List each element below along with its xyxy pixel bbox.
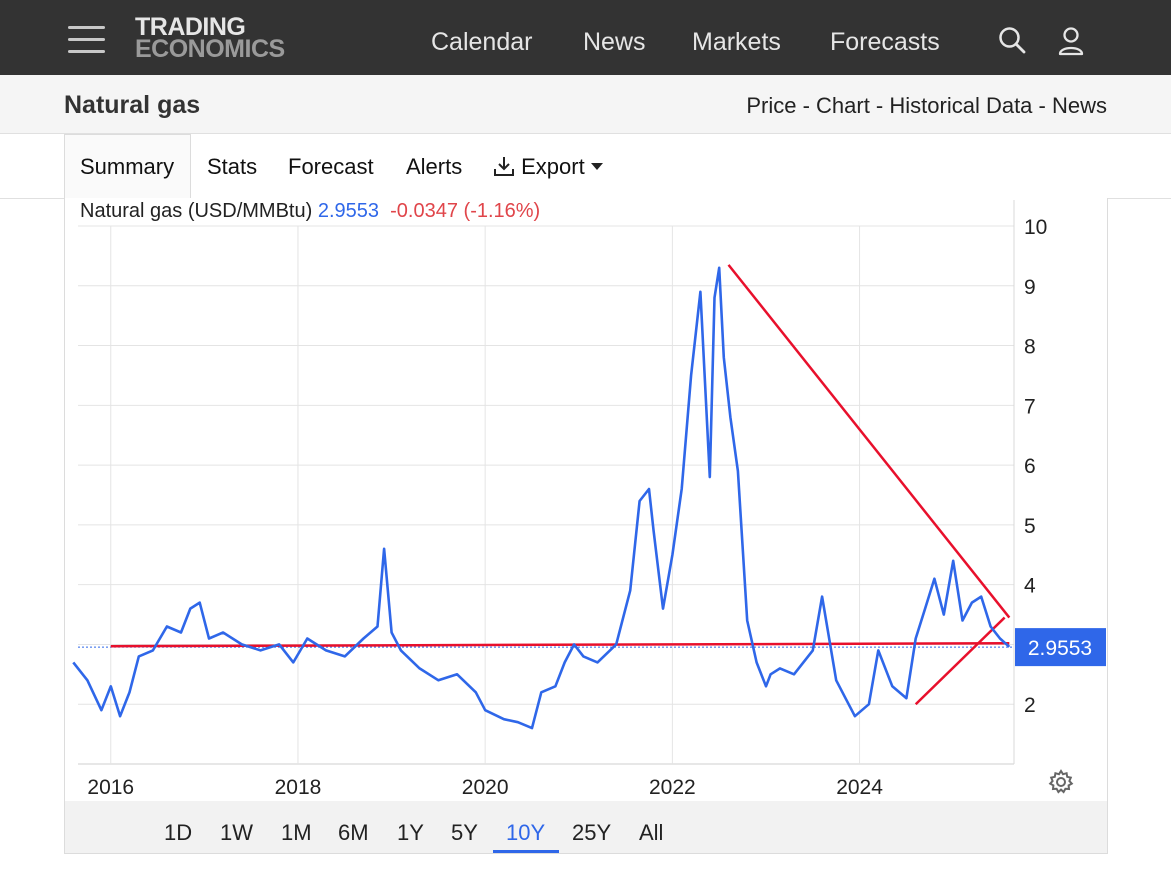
tab-summary-active-box [64, 134, 191, 198]
crumb-news[interactable]: News [1051, 93, 1107, 118]
last-value-badge-layer: 2.9553 [1015, 628, 1106, 667]
y-tick-label: 2 [1024, 694, 1036, 717]
range-25y[interactable]: 25Y [572, 820, 612, 845]
range-1y[interactable]: 1Y [397, 820, 424, 845]
range-1w[interactable]: 1W [220, 820, 253, 845]
range-6m[interactable]: 6M [338, 820, 369, 845]
logo-line-2: ECONOMICS [135, 35, 285, 63]
menu-icon[interactable] [68, 26, 105, 54]
x-tick-label: 2022 [649, 776, 696, 799]
x-tick-label: 2020 [462, 776, 509, 799]
range-selector [65, 801, 1107, 853]
tab-stats[interactable]: Stats [207, 154, 258, 179]
crumb-separator: - [796, 93, 817, 118]
y-tick-label: 9 [1024, 276, 1036, 299]
range-10y[interactable]: 10Y [506, 820, 546, 845]
y-tick-label: 4 [1024, 575, 1036, 598]
y-axis-ticks: 2 4 5 6 7 8 9 10 [1024, 216, 1047, 717]
nav-forecasts[interactable]: Forecasts [830, 28, 940, 56]
last-value-badge-label: 2.9553 [1028, 637, 1092, 660]
nav-calendar[interactable]: Calendar [431, 28, 533, 56]
trendline [110, 641, 1010, 648]
x-tick-label: 2016 [87, 776, 134, 799]
y-tick-label: 8 [1024, 336, 1036, 359]
page-title: Natural gas [64, 91, 201, 119]
nav-news[interactable]: News [583, 28, 646, 56]
nav-markets[interactable]: Markets [692, 28, 781, 56]
gear-icon[interactable] [1048, 769, 1074, 800]
y-tick-label: 6 [1024, 455, 1036, 478]
search-icon[interactable] [998, 26, 1026, 59]
tab-bar: Summary Stats Forecast Alerts Export [0, 134, 1171, 199]
x-axis-ticks: 2016 2018 2020 2022 2024 [87, 776, 883, 799]
legend-change: -0.0347 (-1.16%) [390, 200, 541, 222]
breadcrumb: Price - Chart - Historical Data - News [746, 93, 1107, 119]
tab-export[interactable]: Export [493, 154, 603, 180]
y-tick-label: 5 [1024, 515, 1036, 538]
title-band: Natural gas Price - Chart - Historical D… [0, 75, 1171, 134]
chart-grid [78, 200, 1015, 765]
tab-export-label: Export [521, 154, 585, 179]
crumb-price[interactable]: Price [746, 93, 797, 118]
crumb-historical-data[interactable]: Historical Data [889, 93, 1033, 118]
crumb-chart[interactable]: Chart [816, 93, 870, 118]
top-navigation-bar: TRADING ECONOMICS Calendar News Markets … [0, 0, 1171, 75]
user-icon[interactable] [1058, 26, 1084, 61]
x-tick-label: 2024 [836, 776, 883, 799]
range-all[interactable]: All [639, 820, 664, 845]
last-value-badge [1015, 628, 1106, 667]
series-line-natural-gas [72, 266, 1011, 730]
x-tick-label: 2018 [275, 776, 322, 799]
crumb-separator: - [869, 93, 890, 118]
trendline [914, 616, 1006, 706]
legend-value: 2.9553 [317, 200, 380, 222]
trendline [727, 264, 1011, 619]
chevron-down-icon [590, 163, 603, 170]
crumb-separator: - [1032, 93, 1052, 118]
tab-summary[interactable]: Summary [80, 154, 175, 179]
logo[interactable]: TRADING ECONOMICS [135, 13, 285, 63]
trendlines [110, 264, 1011, 706]
download-icon [494, 157, 514, 176]
legend-series-name: Natural gas (USD/MMBtu) [80, 200, 313, 222]
tab-forecast[interactable]: Forecast [288, 154, 374, 179]
tab-alerts[interactable]: Alerts [406, 154, 463, 179]
series-layer [72, 266, 1011, 730]
y-tick-label: 7 [1024, 395, 1036, 418]
chart-legend: Natural gas (USD/MMBtu) 2.9553 -0.0347 (… [80, 200, 545, 223]
active-range-indicator [493, 850, 559, 853]
range-5y[interactable]: 5Y [451, 820, 478, 845]
logo-line-1: TRADING [135, 13, 246, 41]
range-1d[interactable]: 1D [164, 820, 193, 845]
y-tick-label: 10 [1024, 216, 1047, 239]
range-1m[interactable]: 1M [281, 820, 312, 845]
chart-card [64, 198, 1108, 854]
